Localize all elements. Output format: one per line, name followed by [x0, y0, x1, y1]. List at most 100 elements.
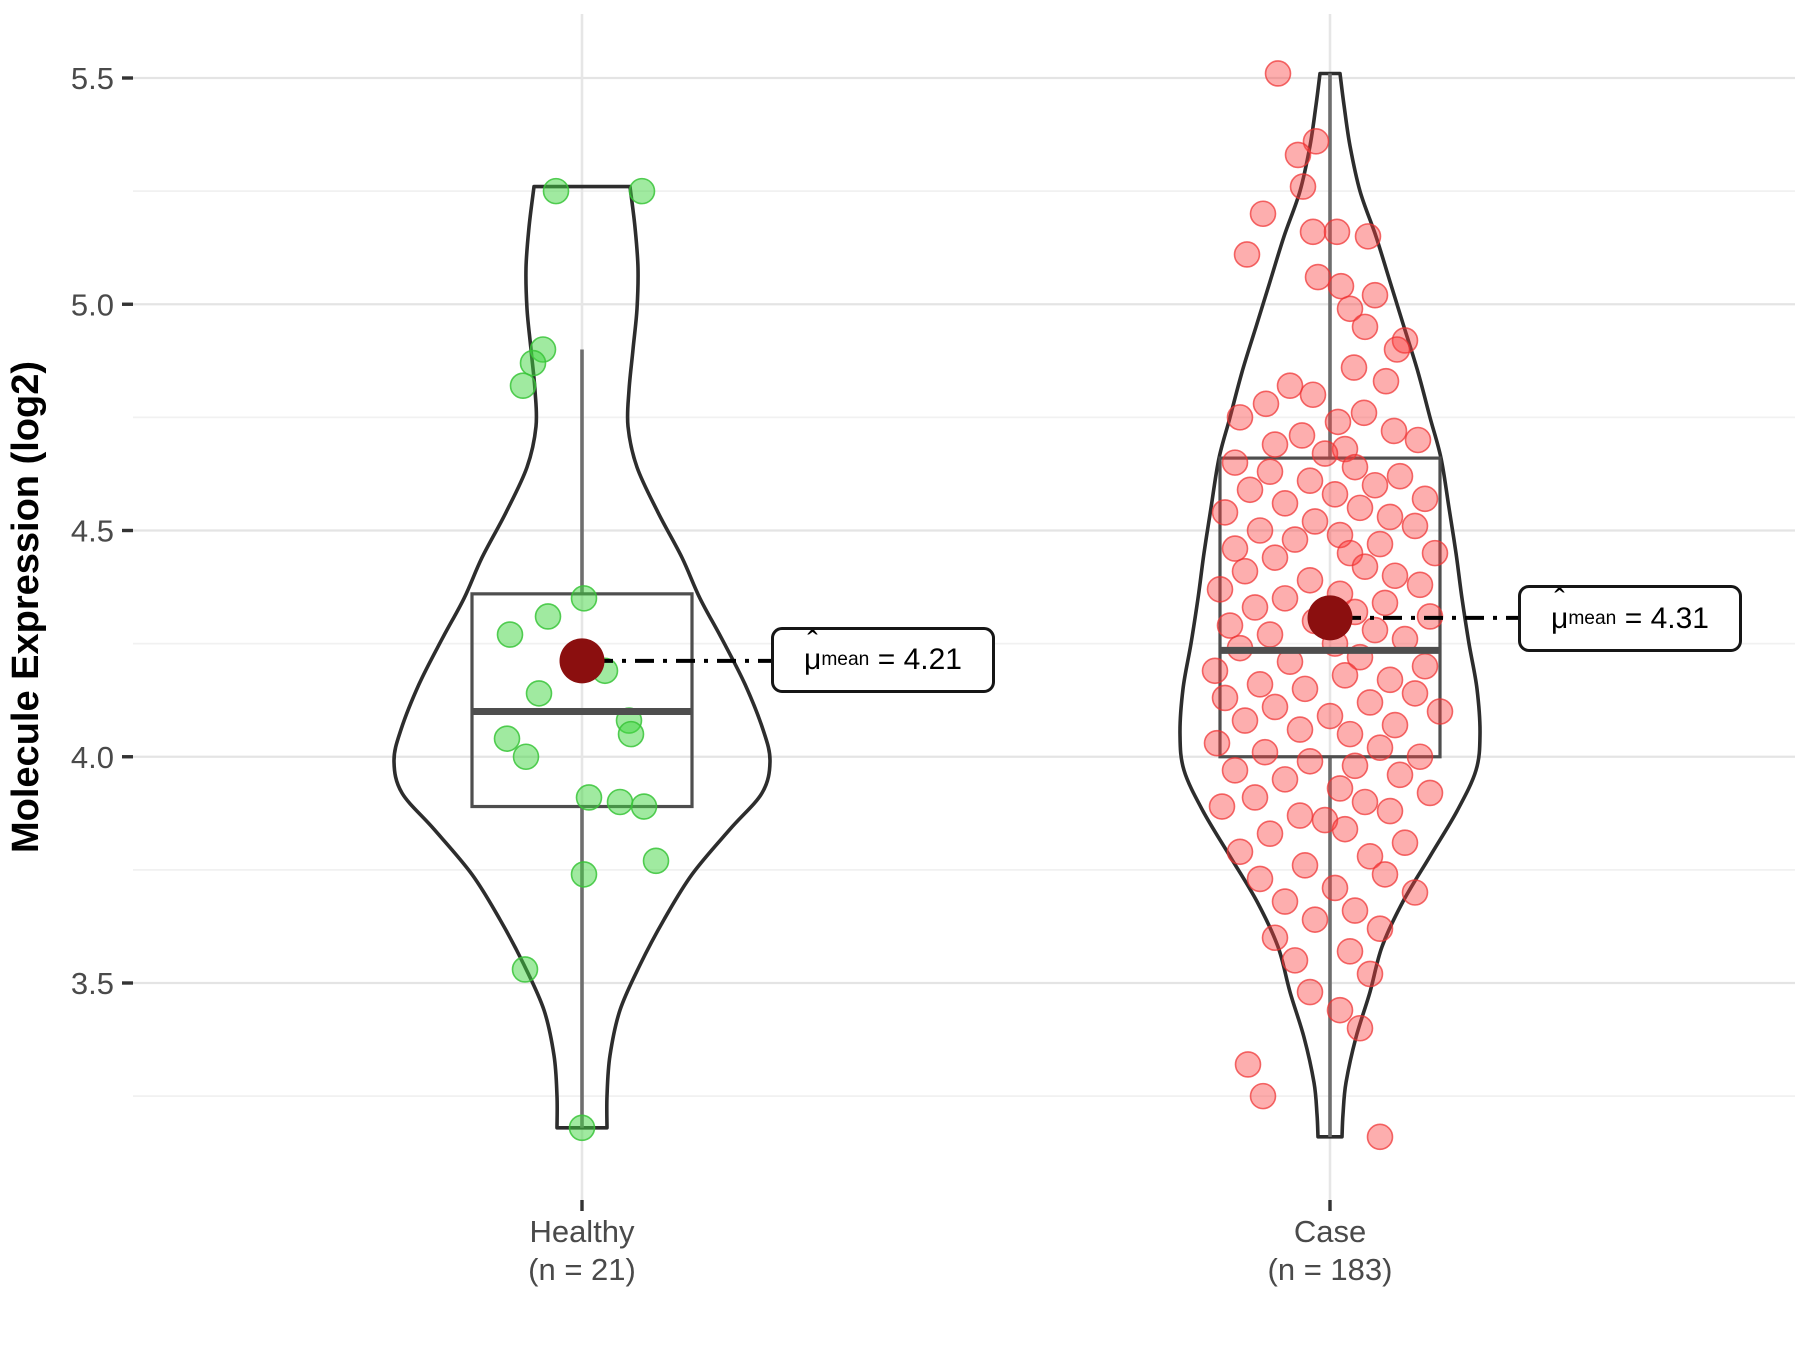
- case-point: [1286, 802, 1314, 829]
- case-point: [1284, 141, 1312, 169]
- y-tick-label: 4.5: [71, 514, 114, 549]
- case-point: [1386, 462, 1414, 490]
- case-point: [1203, 729, 1231, 757]
- case-point: [1341, 453, 1369, 481]
- case-point: [1241, 784, 1269, 811]
- case-point: [1231, 707, 1259, 734]
- case-point: [1411, 652, 1439, 680]
- case-point: [1216, 612, 1244, 639]
- y-tick-label: 4.0: [71, 740, 114, 775]
- case-point: [1354, 223, 1382, 250]
- case-point: [1221, 757, 1249, 784]
- case-point: [1256, 820, 1284, 847]
- case-point: [1299, 218, 1327, 246]
- case-point: [1301, 906, 1329, 933]
- case-point: [1350, 399, 1378, 427]
- case-point: [1261, 431, 1289, 458]
- case-point: [1336, 720, 1364, 748]
- healthy-point: [570, 585, 598, 612]
- case-point: [1331, 815, 1359, 843]
- case-point: [1383, 336, 1411, 363]
- healthy-point: [606, 788, 634, 816]
- healthy-point: [568, 1114, 596, 1142]
- case-point: [1371, 589, 1399, 617]
- healthy-mean-annotation: μ ˆ mean = 4.21: [771, 626, 995, 693]
- y-tick-label: 3.5: [71, 966, 114, 1001]
- healthy-point: [575, 784, 603, 811]
- whiskers: [580, 73, 1332, 1137]
- case-point: [1426, 698, 1454, 725]
- healthy-point: [630, 793, 658, 820]
- mu-glyph: μ: [804, 643, 822, 676]
- case-point: [1356, 960, 1384, 988]
- case-violin-outline: [1178, 71, 1482, 1139]
- case-mean-dot: [1307, 595, 1353, 641]
- x-category-label: Case: [1294, 1214, 1366, 1249]
- case-point: [1296, 467, 1324, 495]
- case-point: [1401, 512, 1429, 540]
- case-point: [1326, 775, 1354, 802]
- case-point: [1276, 372, 1304, 400]
- healthy-mean-dot: [559, 638, 605, 684]
- case-point: [1376, 666, 1404, 694]
- case-point: [1351, 313, 1379, 341]
- case-point: [1291, 852, 1319, 879]
- case-point: [1241, 594, 1269, 621]
- case-point: [1271, 888, 1299, 915]
- case-point: [1341, 897, 1369, 924]
- case-point: [1376, 503, 1404, 531]
- case-point: [1336, 539, 1364, 567]
- case-point: [1323, 218, 1351, 246]
- case-point: [1324, 408, 1352, 436]
- case-point: [1411, 485, 1439, 513]
- case-point: [1286, 716, 1314, 743]
- x-category-label: Healthy: [529, 1214, 635, 1249]
- case-point: [1380, 417, 1408, 445]
- case-point: [1404, 426, 1432, 454]
- case-point: [1361, 471, 1389, 499]
- healthy-point: [525, 680, 553, 707]
- case-point: [1246, 517, 1274, 544]
- case-point: [1372, 367, 1400, 395]
- data-points: [493, 60, 1454, 1151]
- case-point: [1331, 661, 1359, 689]
- case-point: [1391, 829, 1419, 857]
- case-point: [1381, 562, 1409, 590]
- case-point: [1226, 838, 1254, 866]
- mean-subscript: mean: [821, 649, 870, 670]
- mean-value-text: = 4.21: [877, 643, 962, 676]
- mean-value-text: = 4.31: [1624, 601, 1709, 635]
- healthy-point: [534, 603, 562, 630]
- case-point: [1327, 272, 1355, 300]
- case-point: [1366, 915, 1394, 943]
- case-point: [1311, 440, 1339, 467]
- y-tick-label: 5.5: [71, 61, 114, 96]
- case-point: [1421, 539, 1449, 567]
- case-point: [1261, 693, 1289, 721]
- case-point: [1252, 390, 1280, 418]
- case-point: [1366, 734, 1394, 762]
- case-point: [1346, 494, 1374, 522]
- case-box: [1218, 456, 1442, 759]
- case-point: [1249, 1082, 1277, 1110]
- case-point: [1256, 458, 1284, 485]
- case-point: [1326, 996, 1354, 1024]
- healthy-point: [628, 177, 656, 205]
- axes: 5.5 5.0 4.5 4.0 3.5 Healthy(n = 21) Case(n = 1…: [5, 61, 1392, 1287]
- case-point: [1296, 566, 1324, 594]
- case-point: [1366, 530, 1394, 558]
- case-point: [1321, 480, 1349, 508]
- case-point: [1371, 861, 1399, 888]
- healthy-point: [542, 177, 570, 205]
- mean-subscript: mean: [1568, 607, 1617, 629]
- case-point: [1256, 621, 1284, 648]
- case-point: [1336, 938, 1364, 965]
- case-point: [1246, 865, 1274, 893]
- case-point: [1271, 490, 1299, 517]
- case-point: [1376, 797, 1404, 825]
- healthy-point: [509, 372, 537, 400]
